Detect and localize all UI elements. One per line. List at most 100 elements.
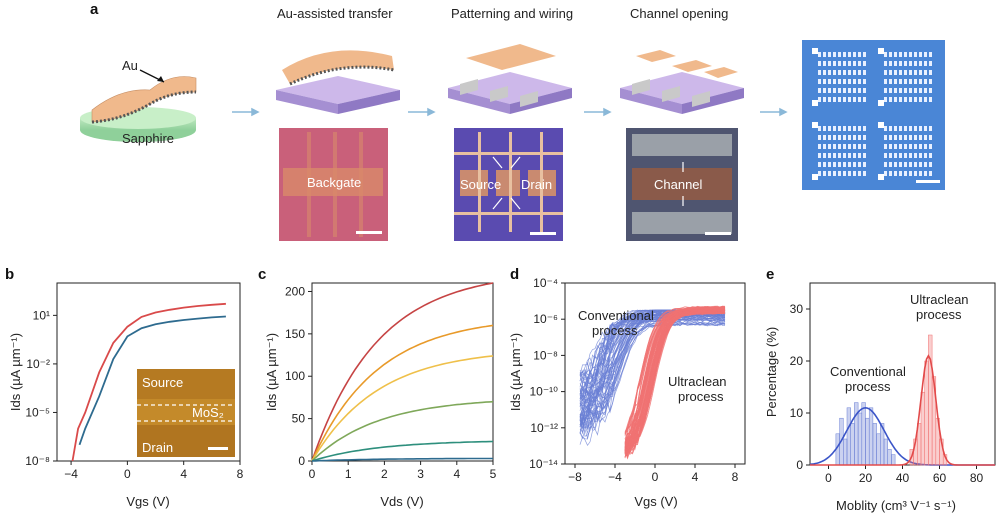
b-ylabel: Ids (µA µm⁻¹) [8,333,23,411]
device-cell [899,135,902,140]
x-tick-label: 0 [309,467,316,481]
device-cell [889,171,892,176]
device-cell [828,144,831,149]
device-cell [828,52,831,57]
device-cell [884,126,887,131]
device-cell [914,171,917,176]
step-channel: Channel opening Channel [620,6,744,241]
device-cell [853,135,856,140]
device-cell [914,126,917,131]
device-cell [853,79,856,84]
device-cell [904,97,907,102]
d-ultraclean-curve [624,311,726,456]
device-cell [904,135,907,140]
d-ylabel: Ids (µA µm⁻¹) [508,333,523,411]
device-cell [853,144,856,149]
device-cell [909,162,912,167]
e-bar-0 [891,454,896,466]
c-series-3 [311,400,494,462]
device-cell [924,162,927,167]
device-cell [818,144,821,149]
device-cell [894,70,897,75]
c-series-0 [311,282,494,462]
e-conventional-label-1: Conventional [830,364,906,379]
device-cell [884,61,887,66]
device-cell [919,52,922,57]
device-cell [884,135,887,140]
device-cell [828,126,831,131]
e-bar-0 [846,407,851,466]
device-cell [863,97,866,102]
device-cell [924,126,927,131]
device-cell [838,144,841,149]
panel-e-label: e [766,266,774,283]
c-xlabel: Vds (V) [380,494,423,509]
pad [878,100,884,106]
device-cell [853,97,856,102]
device-cell [823,97,826,102]
device-cell [929,126,932,131]
d-conventional-curve [579,317,726,419]
e-bar-0 [872,423,877,466]
device-cell [843,144,846,149]
device-cell [823,61,826,66]
y-tick-label: 150 [285,327,305,341]
device-cell [914,153,917,158]
device-cell [884,70,887,75]
step-transfer: Au-assisted transfer Backgate [276,6,400,241]
device-cell [894,61,897,66]
device-cell [889,70,892,75]
x-tick-label: 4 [180,467,187,481]
device-cell [884,97,887,102]
y-tick-label: 200 [285,284,305,298]
device-cell [843,70,846,75]
device-cell [848,126,851,131]
y-tick-label: 100 [285,369,305,383]
device-cell [853,52,856,57]
device-cell [838,52,841,57]
device-cell [909,171,912,176]
d-conventional-label-1: Conventional [578,308,654,323]
d-xlabel: Vgs (V) [634,494,677,509]
device-cell [863,162,866,167]
device-cell [914,162,917,167]
device-cell [863,52,866,57]
device-cell [858,144,861,149]
y-tick-label: 10⁻⁸ [25,454,50,468]
device-cell [889,79,892,84]
device-cell [843,153,846,158]
device-cell [833,61,836,66]
device-cell [904,88,907,93]
device-cell [833,88,836,93]
y-tick-label: 10⁻¹² [530,421,558,435]
device-cell [858,135,861,140]
c-series-1 [311,324,494,462]
x-tick-label: 4 [453,467,460,481]
x-tick-label: −8 [568,470,582,484]
device-cell [838,171,841,176]
device-cell [909,97,912,102]
device-cell [904,52,907,57]
device-cell [929,135,932,140]
device-cell [858,153,861,158]
x-tick-label: 0 [652,470,659,484]
device-cell [894,144,897,149]
device-cell [919,153,922,158]
x-tick-label: 2 [381,467,388,481]
e-bar-0 [865,417,870,466]
device-cell [848,79,851,84]
device-cell [929,97,932,102]
x-tick-label: 0 [124,467,131,481]
device-cell [858,97,861,102]
device-cell [833,153,836,158]
device-cell [919,144,922,149]
device-cell [828,153,831,158]
d-conventional-curve [579,318,726,383]
d-ultraclean-curve [624,309,726,452]
device-cell [843,162,846,167]
device-cell [889,162,892,167]
e-bar-0 [857,412,863,466]
x-tick-label: 5 [490,467,497,481]
device-cell [899,70,902,75]
